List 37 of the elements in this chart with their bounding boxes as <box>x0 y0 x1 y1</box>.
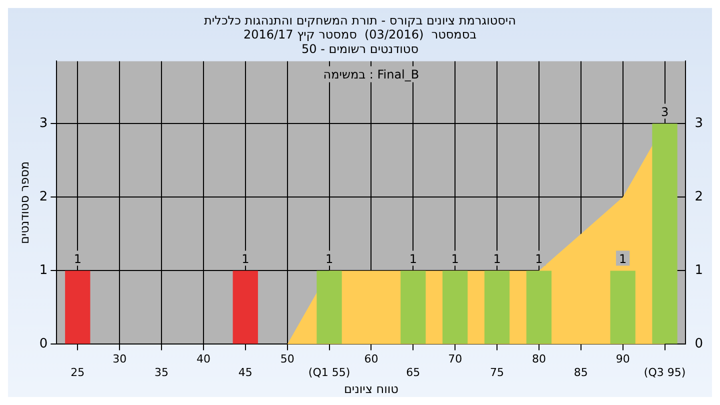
x-tick-label: 75 <box>490 366 504 379</box>
y2-tick-label: 2 <box>694 190 704 205</box>
x-tick-label: 65 <box>406 366 420 379</box>
y-tick-label: 0 <box>39 336 48 352</box>
data-label: 3 <box>660 104 669 119</box>
x-tick-label: 35 <box>154 366 169 379</box>
x-tick-label: 25 <box>70 366 85 379</box>
x-tick-label: 80 <box>532 352 546 366</box>
data-label: 1 <box>409 252 417 266</box>
y2-tick-label: 0 <box>694 336 704 352</box>
x-tick-label: 60 <box>364 352 378 366</box>
y-tick-label: 1 <box>39 263 48 278</box>
x-tick-label: 90 <box>616 352 630 366</box>
data-label: 1 <box>535 252 543 266</box>
data-label: 1 <box>493 252 501 266</box>
x-tick-label: 40 <box>196 352 210 366</box>
chart-title: היסטוגרמת ציונים בקורס - תורת המשחקים והתנהגות כלכלית <box>204 13 516 28</box>
data-label: 1 <box>619 252 627 266</box>
x-tick-label: (Q1 55) <box>308 366 350 379</box>
y2-tick-label: 3 <box>694 116 704 132</box>
y-tick-label: 3 <box>39 116 48 132</box>
x-tick-label: (Q3 95) <box>644 366 686 379</box>
annotation: במשימה : Final_B <box>323 67 420 82</box>
data-label: 1 <box>74 252 82 266</box>
data-label: 1 <box>451 252 459 266</box>
x-axis-title: טווח ציונים <box>344 382 399 396</box>
x-tick-label: 30 <box>112 352 127 366</box>
data-label: 1 <box>242 252 250 266</box>
x-tick-label: 45 <box>238 366 252 379</box>
data-label: 1 <box>325 252 334 266</box>
y-tick-label: 2 <box>39 190 48 205</box>
y-axis-title: מספר סטודנטים <box>17 161 32 244</box>
x-tick-label: 85 <box>574 366 588 379</box>
x-tick-label: 50 <box>280 352 294 366</box>
x-tick-label: 70 <box>448 352 462 366</box>
y2-tick-label: 1 <box>694 263 704 278</box>
chart-subtitle: בסמסטר (03/2016) סמסטר קיץ 2016/17 סטודנטים רשומים - 50 <box>243 28 477 56</box>
